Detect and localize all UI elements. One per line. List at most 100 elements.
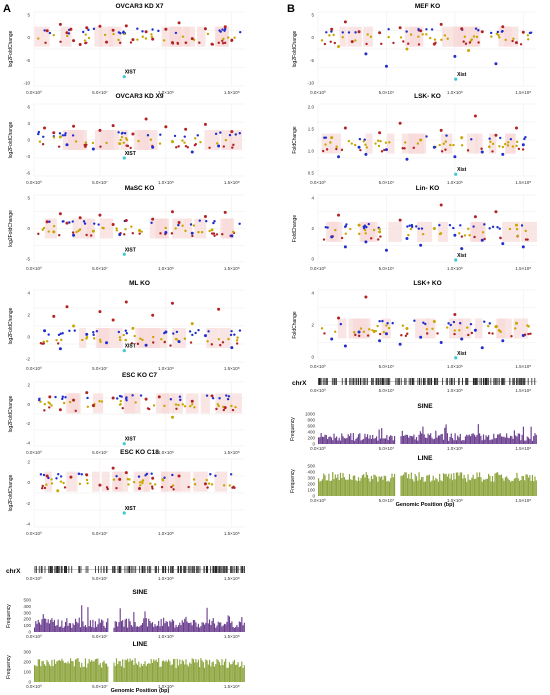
gene-point [183, 337, 187, 340]
xist-label: XIST [125, 344, 136, 350]
gene-point [89, 234, 93, 237]
line-right-bar [489, 475, 491, 496]
gene-point [448, 223, 452, 227]
line-right-bar [320, 480, 322, 496]
gene-point [489, 31, 493, 35]
chrx-gene-tick [487, 378, 489, 385]
gene-point [359, 148, 362, 152]
gene-point [150, 472, 153, 475]
gene-point [131, 232, 134, 235]
gene-point [504, 142, 507, 146]
xist-point [122, 442, 126, 446]
sine-right-bar [462, 439, 464, 444]
gene-point [224, 138, 228, 142]
gene-point [50, 404, 53, 407]
sine-left-bar [225, 624, 227, 632]
gene-point [231, 146, 234, 149]
sine-left-bar [48, 623, 51, 632]
gene-point [160, 485, 164, 489]
gene-point [59, 40, 62, 43]
chart-title: MaSC KO [125, 185, 155, 192]
chart-xtick-1: 5.0×10⁷ [92, 180, 108, 185]
line-right-bar [522, 476, 524, 496]
gene-point [43, 486, 47, 490]
line-left-bar [223, 661, 226, 682]
gene-point [189, 405, 192, 408]
line-left-bar [123, 667, 125, 682]
gene-point [477, 29, 480, 32]
sine-right-bar [347, 434, 349, 444]
line-left-bar [180, 664, 182, 682]
gene-point [527, 332, 530, 336]
line-left-bar [241, 661, 243, 682]
sine-left-bar [103, 625, 105, 632]
sine-left-xtick-0: 0.0×10⁰ [26, 634, 42, 639]
chrx-gene-tick [324, 378, 326, 385]
chart-xtick-0: 0.0×10⁰ [26, 366, 42, 371]
line-right-bar [422, 477, 424, 496]
gene-point [138, 232, 141, 235]
y-tick: 4 [311, 291, 314, 296]
sine-left-bar [113, 627, 115, 632]
chrx-gene-tick [382, 378, 384, 385]
line-left-bar [207, 664, 209, 682]
line-left-bar [179, 659, 181, 682]
gene-point [150, 485, 154, 488]
line-right-bar [388, 481, 391, 496]
data-point [350, 40, 354, 44]
gene-point [124, 228, 127, 231]
chrx-gene-tick [458, 378, 460, 385]
sine-left-bar [87, 607, 89, 632]
gene-point [77, 472, 81, 476]
sine-right-bar [417, 440, 419, 444]
line-left-bar [236, 664, 238, 682]
gene-point [209, 473, 212, 476]
chart-title: OVCAR3 KD X9 [115, 93, 163, 100]
chrx-gene-tick [371, 378, 372, 385]
sine-right-xtick-3: 1.5×10⁸ [515, 446, 531, 451]
sine-right-ytick: 0 [312, 442, 315, 447]
chrx-gene-tick [207, 566, 208, 573]
gene-point [54, 395, 57, 399]
sine-left-bar [66, 618, 68, 632]
gene-point [405, 30, 408, 33]
gene-point [181, 403, 185, 406]
gene-point [115, 474, 118, 478]
sine-right-bar [437, 435, 439, 444]
sine-right-bar [375, 436, 378, 444]
sine-left-bar [38, 622, 41, 632]
sine-right-bar [524, 440, 526, 444]
line-right-bar [394, 473, 396, 496]
gene-point [512, 37, 515, 40]
data-point [210, 394, 214, 398]
gene-point [378, 227, 381, 231]
gene-point [491, 225, 495, 229]
gene-cluster-band [508, 221, 521, 242]
chrx-gene-tick [417, 378, 419, 385]
sine-right-bar [369, 435, 371, 444]
line-right-bar [464, 478, 467, 496]
chrx-xtick-3: 1.5×10⁸ [224, 576, 240, 581]
chart-title: LSK+ KO [413, 280, 441, 287]
gene-point [163, 404, 166, 408]
data-point [190, 399, 194, 403]
sine-left-bar [191, 625, 193, 632]
y-tick: 0 [311, 257, 314, 262]
gene-point [409, 227, 413, 231]
gene-point [469, 322, 473, 326]
gene-point [506, 144, 510, 147]
gene-point [406, 42, 410, 45]
chrx-gene-tick [54, 566, 56, 573]
gene-point [374, 142, 377, 145]
line-left-ylabel: Frequency [6, 655, 12, 679]
line-title-left: LINE [133, 641, 148, 648]
chrx-gene-tick [133, 566, 135, 573]
sine-left-bar [168, 626, 170, 632]
data-point [170, 41, 174, 45]
y-tick: 5 [27, 196, 30, 201]
gene-point [64, 132, 67, 135]
gene-point [501, 29, 504, 33]
gene-point [366, 334, 370, 337]
data-point [501, 25, 505, 29]
